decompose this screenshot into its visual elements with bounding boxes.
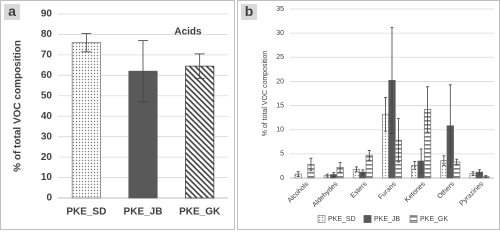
y-tick-label: 70 — [41, 50, 53, 61]
panel-label-box — [241, 4, 257, 20]
y-tick-label: 0 — [280, 175, 284, 182]
panel-label: a — [8, 3, 16, 19]
y-tick-label: 30 — [41, 131, 53, 142]
y-axis-label: % of total VOC composition — [13, 40, 24, 172]
y-tick-label: 80 — [41, 29, 53, 40]
error-bar — [484, 175, 488, 178]
x-tick-label: PKE_SD — [66, 207, 106, 218]
y-tick-label: 10 — [276, 127, 284, 134]
error-bar — [361, 169, 365, 176]
y-tick-label: 30 — [276, 30, 284, 37]
y-tick-label: 50 — [41, 90, 53, 101]
y-tick-label: 10 — [41, 172, 53, 183]
figure: a% of total VOC composition0102030405060… — [0, 0, 500, 230]
legend-item: PKE_GK — [409, 215, 448, 223]
error-bar — [81, 33, 92, 53]
legend-label: PKE_JB — [374, 216, 400, 223]
error-bar — [367, 150, 371, 161]
bar — [71, 42, 101, 199]
error-bar — [194, 53, 205, 79]
y-tick-label: 40 — [41, 111, 53, 122]
legend-item: PKE_SD — [317, 215, 356, 223]
legend-item: PKE_JB — [363, 215, 400, 223]
y-tick-label: 90 — [41, 9, 53, 20]
legend-swatch — [409, 215, 418, 223]
panel-frame — [237, 0, 500, 230]
error-bar — [413, 161, 417, 170]
error-bar — [419, 148, 423, 174]
error-bar — [309, 157, 313, 172]
error-bar — [332, 172, 336, 177]
y-tick-label: 20 — [41, 152, 53, 163]
error-bar — [455, 158, 459, 166]
error-bar — [426, 86, 430, 133]
y-tick-label: 25 — [276, 54, 284, 61]
error-bar — [384, 96, 388, 132]
y-tick-label: 35 — [276, 6, 284, 13]
error-bar — [448, 84, 452, 168]
legend-swatch — [317, 215, 326, 223]
y-tick-label: 5 — [280, 151, 284, 158]
error-bar — [471, 171, 475, 176]
legend-label: PKE_SD — [328, 216, 356, 223]
legend-label: PKE_GK — [420, 216, 448, 223]
annotation: Acids — [174, 27, 202, 38]
x-tick-label: PKE_JB — [124, 207, 163, 218]
panel-label-box — [4, 4, 20, 20]
error-bar — [325, 173, 329, 178]
legend-swatch — [363, 215, 372, 223]
y-tick-label: 20 — [276, 78, 284, 85]
bar — [185, 65, 215, 199]
error-bar — [338, 162, 342, 173]
panel-label: b — [245, 3, 254, 19]
error-bar — [477, 169, 481, 176]
error-bar — [138, 40, 148, 103]
y-axis-label: % of total VOC composition — [262, 51, 269, 137]
error-bar — [442, 155, 446, 166]
y-tick-label: 0 — [46, 193, 52, 204]
error-bar — [390, 26, 394, 134]
x-tick-label: PKE_GK — [179, 207, 221, 218]
y-tick-label: 60 — [41, 70, 53, 81]
error-bar — [296, 171, 300, 177]
error-bar — [396, 118, 400, 163]
error-bar — [354, 166, 358, 173]
y-tick-label: 15 — [276, 102, 284, 109]
